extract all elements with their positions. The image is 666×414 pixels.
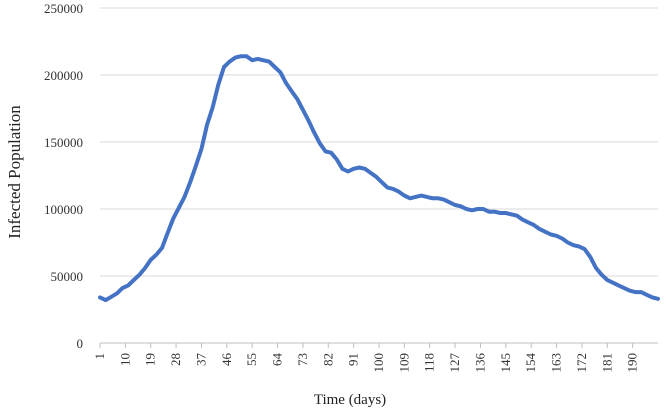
x-tick-label: 154 (523, 353, 538, 373)
y-tick-label: 200000 (44, 68, 83, 83)
x-tick-label: 28 (168, 353, 183, 366)
x-tick-label: 163 (549, 353, 564, 373)
x-tick-label: 37 (193, 353, 208, 367)
y-axis-tick-labels: 0 50000 100000 150000 200000 250000 (44, 1, 83, 351)
series-line (98, 54, 660, 303)
x-tick-label: 82 (320, 353, 335, 366)
x-tick-label: 136 (472, 353, 487, 373)
x-tick-label: 100 (371, 353, 386, 373)
x-tick-label: 1 (92, 353, 107, 360)
series-layer (98, 54, 660, 303)
x-axis-tick-labels: 1 10 19 28 37 46 55 64 73 82 91 100 109 118 127 136 145 1… (92, 353, 640, 373)
y-tick-label: 100000 (44, 202, 83, 217)
y-tick-label: 250000 (44, 1, 83, 16)
y-tick-label: 150000 (44, 135, 83, 150)
x-tick-label: 118 (422, 353, 437, 372)
x-tick-label: 91 (346, 353, 361, 366)
x-tick-label: 190 (625, 353, 640, 373)
y-axis-title: Infected Population (5, 105, 24, 239)
y-tick-label: 0 (77, 336, 84, 351)
x-tick-label: 55 (244, 353, 259, 366)
gridlines (100, 7, 658, 277)
x-tick-label: 73 (295, 353, 310, 366)
x-tick-label: 172 (574, 353, 589, 373)
x-tick-label: 10 (117, 353, 132, 366)
x-tick-label: 109 (396, 353, 411, 373)
x-axis-title: Time (days) (314, 392, 386, 408)
x-tick-label: 46 (219, 353, 234, 367)
y-tick-label: 50000 (51, 269, 84, 284)
x-axis (99, 342, 658, 348)
x-tick-label: 19 (143, 353, 158, 366)
x-tick-label: 181 (599, 353, 614, 373)
x-tick-label: 64 (270, 353, 285, 367)
x-tick-label: 145 (498, 353, 513, 373)
x-tick-label: 127 (447, 353, 462, 373)
